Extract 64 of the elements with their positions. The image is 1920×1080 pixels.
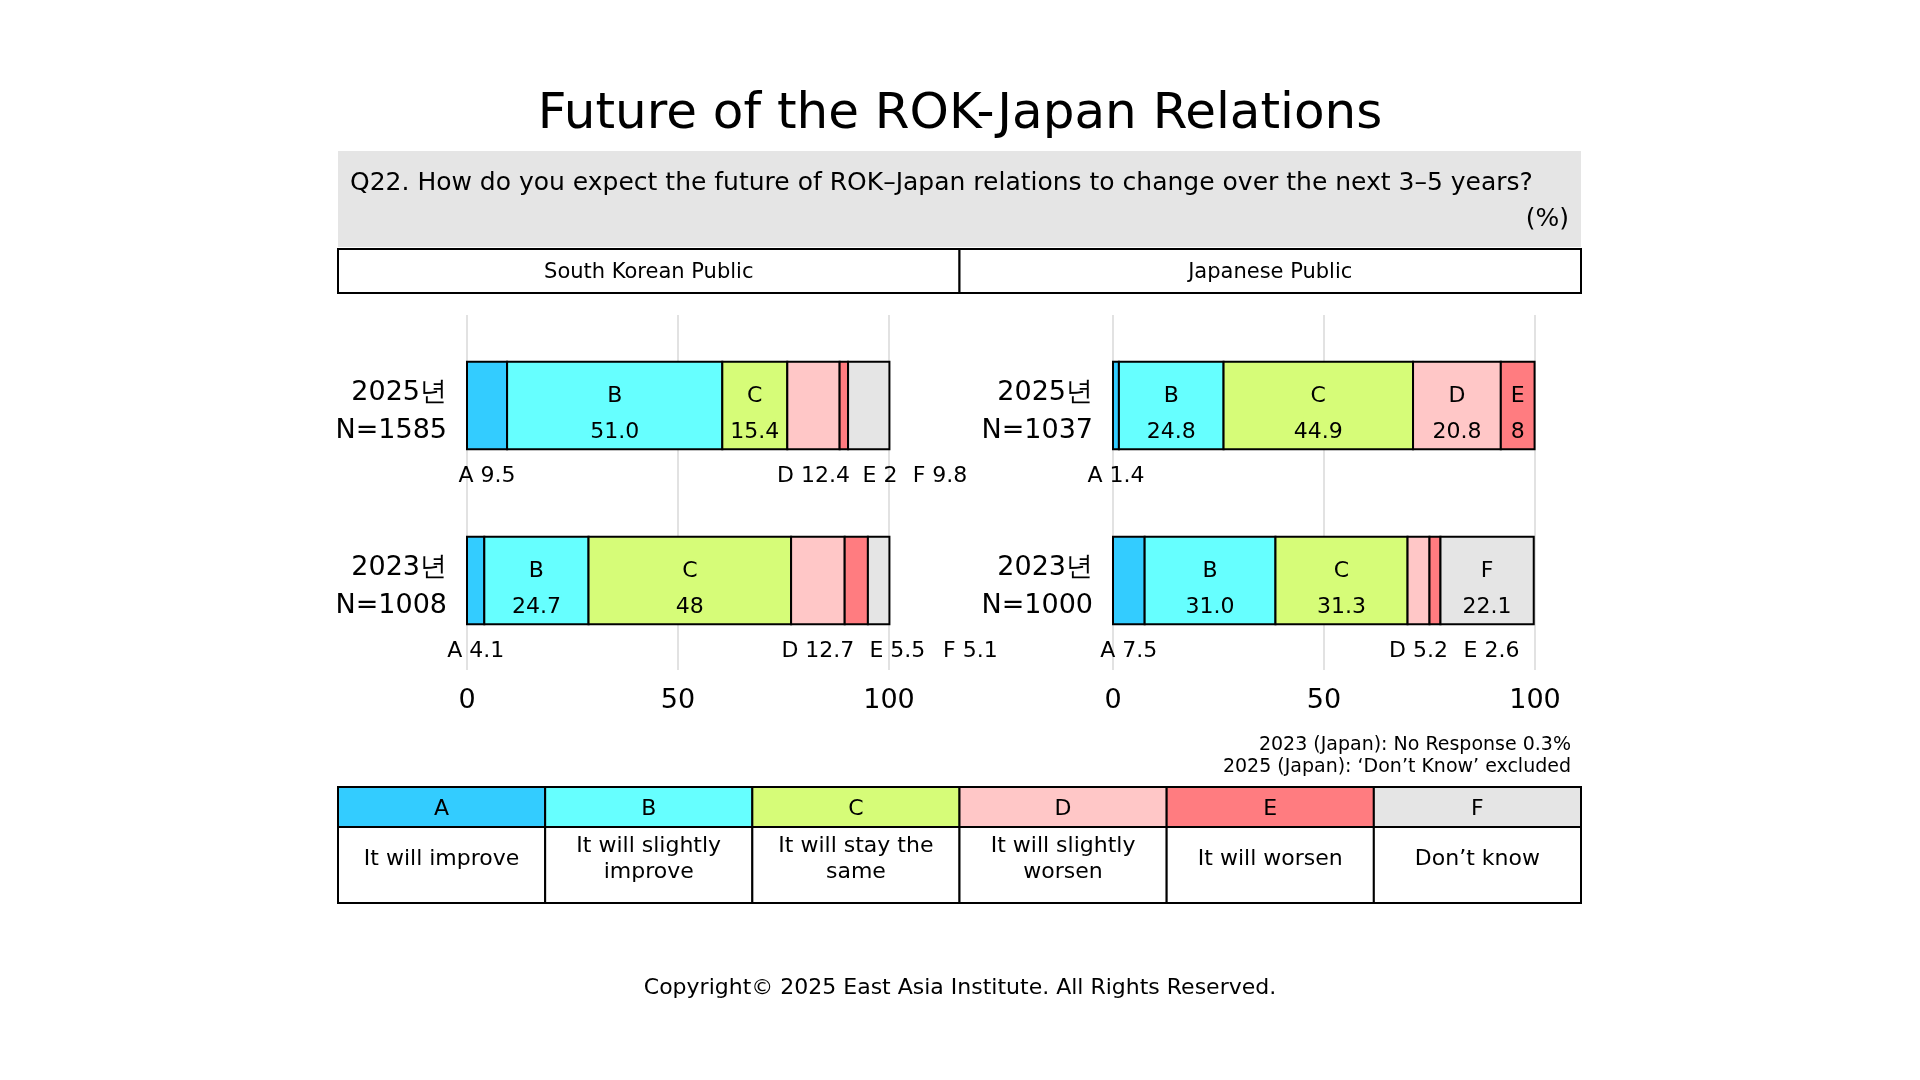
x-tick-label: 0 xyxy=(458,683,476,714)
text: C xyxy=(848,795,864,820)
x-tick-label: 100 xyxy=(1509,683,1561,714)
x-tick-label: 100 xyxy=(863,683,915,714)
data-label: 24.8 xyxy=(1146,417,1196,443)
text: 2023 (Japan): No Response 0.3% xyxy=(1258,732,1571,754)
text: E 2.6 xyxy=(1463,637,1520,663)
y-tick-label: 2025년 N=1037 xyxy=(981,374,1093,444)
chart-title: Japanese Public xyxy=(1186,259,1353,283)
series-label: E xyxy=(1510,381,1525,407)
text: A 4.1 xyxy=(447,637,505,663)
text: E 5.5 xyxy=(869,637,926,663)
text: F xyxy=(1471,795,1484,820)
text: Copyright© 2025 East Asia Institute. All Rights Reserved. xyxy=(643,974,1277,999)
text: A 1.4 xyxy=(1087,462,1145,488)
text: It will improve xyxy=(363,845,520,870)
text: Don’t know xyxy=(1414,845,1540,870)
data-label: 48 xyxy=(675,592,704,618)
text: (%) xyxy=(1525,203,1569,232)
text: A 9.5 xyxy=(458,462,516,488)
text: Future of the ROK-Japan Relations xyxy=(537,82,1383,140)
x-tick-label: 0 xyxy=(1104,683,1122,714)
series-label: C xyxy=(1310,381,1326,407)
data-label: 31.3 xyxy=(1317,592,1367,618)
text: Q22. How do you expect the future of ROK–Japan relations to change over the next 3–5 years? xyxy=(350,167,1533,196)
text: D 5.2 xyxy=(1389,637,1448,663)
text: D 12.7 xyxy=(781,637,855,663)
text: F 9.8 xyxy=(912,462,968,488)
text: It will slightly improve xyxy=(576,832,722,883)
data-label: 8 xyxy=(1510,417,1525,443)
text: It will worsen xyxy=(1197,845,1343,870)
text: D xyxy=(1054,795,1072,820)
text: B xyxy=(1202,556,1218,582)
series-label: C xyxy=(747,381,763,407)
data-label: 24.7 xyxy=(511,592,561,618)
y-tick-label: 2023년 N=1008 xyxy=(335,549,447,619)
text: A 7.5 xyxy=(1100,637,1158,663)
text: A xyxy=(434,795,450,820)
text: E xyxy=(1263,795,1278,820)
data-label: 15.4 xyxy=(730,417,780,443)
text: C xyxy=(1333,556,1350,582)
data-label: 51.0 xyxy=(590,417,640,443)
text: B xyxy=(528,556,544,582)
series-label: B xyxy=(1163,381,1179,407)
text: E 2 xyxy=(862,462,898,488)
chart-title: South Korean Public xyxy=(544,259,754,283)
data-label: 44.9 xyxy=(1293,417,1343,443)
text: 2025 (Japan): ‘Don’t Know’ excluded xyxy=(1222,754,1571,776)
series-label: F xyxy=(1480,556,1494,582)
x-tick-label: 50 xyxy=(1306,683,1342,714)
data-label: 20.8 xyxy=(1432,417,1482,443)
series-label: D xyxy=(1448,381,1466,407)
text: F 5.1 xyxy=(943,637,998,663)
text: D 12.4 xyxy=(777,462,850,488)
x-tick-label: 50 xyxy=(660,683,696,714)
data-label: 22.1 xyxy=(1462,592,1512,618)
series-label: B xyxy=(607,381,623,407)
text: B xyxy=(641,795,657,820)
text: It will stay the same xyxy=(778,832,934,883)
y-tick-label: 2023년 N=1000 xyxy=(981,549,1093,619)
text: C xyxy=(682,556,698,582)
text: It will slightly worsen xyxy=(990,832,1136,883)
y-tick-label: 2025년 N=1585 xyxy=(335,374,447,444)
data-label: 31.0 xyxy=(1185,592,1235,618)
